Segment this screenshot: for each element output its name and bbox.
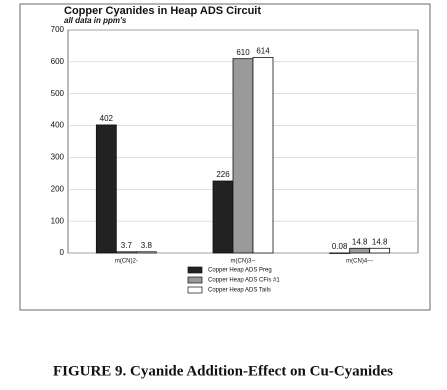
caption: FIGURE 9. Cyanide Addition-Effect on Cu-… <box>53 363 393 379</box>
bar <box>369 247 391 254</box>
y-tick-label: 500 <box>51 89 65 98</box>
bar <box>232 58 254 254</box>
value-label: 610 <box>236 48 250 57</box>
value-label: 3.7 <box>121 241 133 250</box>
chart-subtitle: all data in ppm's <box>64 16 127 25</box>
x-tick-label: m(CN)3-- <box>231 259 256 265</box>
chart-title: Copper Cyanides in Heap ADS Circuit <box>64 5 261 17</box>
y-tick-label: 100 <box>51 216 65 225</box>
y-tick-label: 200 <box>51 184 65 193</box>
y-tick-label: 300 <box>51 153 65 162</box>
legend-swatch <box>187 276 203 284</box>
bar <box>329 252 351 254</box>
y-tick-label: 0 <box>60 248 65 257</box>
y-tick-label: 600 <box>51 57 65 66</box>
value-label: 0.08 <box>332 242 348 251</box>
legend-label: Copper Heap ADS CFis #1 <box>208 278 280 284</box>
bar <box>212 180 234 254</box>
bar <box>95 124 117 254</box>
legend-swatch <box>187 266 203 274</box>
x-tick-label: m(CN)2- <box>115 259 138 265</box>
chart-frame <box>19 3 431 311</box>
y-tick-label: 700 <box>51 25 65 34</box>
legend-label: Copper Heap ADS Tails <box>208 288 271 294</box>
value-label: 226 <box>216 170 230 179</box>
legend-swatch <box>187 286 203 294</box>
bar <box>135 251 157 254</box>
value-label: 402 <box>100 114 114 123</box>
value-label: 14.8 <box>372 237 388 246</box>
x-tick-label: m(CN)4--- <box>346 259 373 265</box>
value-label: 3.8 <box>141 241 153 250</box>
bar <box>252 56 274 254</box>
value-label: 14.8 <box>352 237 368 246</box>
bar <box>349 247 371 254</box>
bar <box>115 251 137 254</box>
y-tick-label: 400 <box>51 121 65 130</box>
legend-label: Copper Heap ADS Preg <box>208 268 272 274</box>
value-label: 614 <box>256 47 270 56</box>
